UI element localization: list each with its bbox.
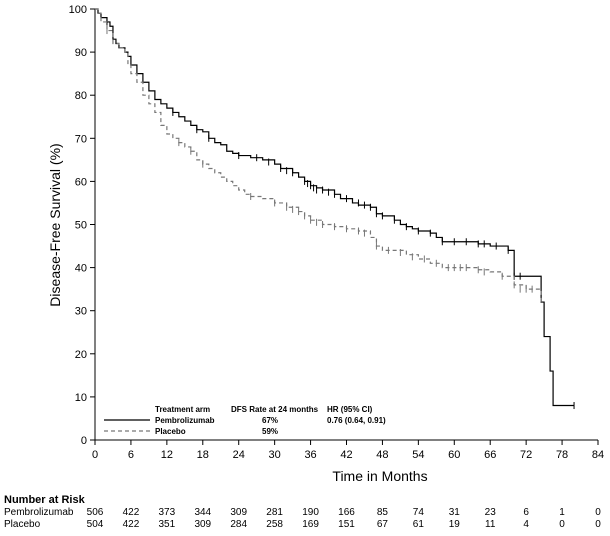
x-tick-label: 6 xyxy=(128,449,134,461)
legend-header-rate: DFS Rate at 24 months xyxy=(231,405,319,414)
y-tick-label: 90 xyxy=(75,47,87,59)
x-tick-label: 72 xyxy=(520,449,532,461)
series-line-placebo xyxy=(95,8,542,303)
axes xyxy=(94,9,598,441)
legend-header-hr: HR (95% CI) xyxy=(327,405,373,414)
series-layer xyxy=(95,8,575,410)
legend-rate-pembrolizumab: 67% xyxy=(262,416,278,425)
x-tick-label: 24 xyxy=(233,449,245,461)
x-tick-label: 18 xyxy=(197,449,209,461)
risk-value-placebo: 422 xyxy=(123,519,140,530)
x-tick-label: 30 xyxy=(269,449,281,461)
risk-row-label-placebo: Placebo xyxy=(4,519,41,530)
risk-value-placebo: 11 xyxy=(485,519,496,530)
legend: Treatment arm DFS Rate at 24 months HR (… xyxy=(104,405,386,436)
x-tick-label: 54 xyxy=(412,449,424,461)
x-axis-title: Time in Months xyxy=(332,468,427,484)
risk-value-placebo: 0 xyxy=(595,519,601,530)
risk-value-pembrolizumab: 344 xyxy=(194,507,211,518)
y-tick-label: 10 xyxy=(75,392,87,404)
legend-rate-placebo: 59% xyxy=(262,427,278,436)
x-tick-label: 60 xyxy=(448,449,460,461)
risk-value-placebo: 67 xyxy=(377,519,389,530)
risk-value-placebo: 284 xyxy=(230,519,247,530)
risk-value-placebo: 504 xyxy=(87,519,104,530)
risk-row-label-pembrolizumab: Pembrolizumab xyxy=(4,507,74,518)
risk-value-placebo: 61 xyxy=(413,519,425,530)
risk-value-pembrolizumab: 31 xyxy=(449,507,461,518)
risk-value-pembrolizumab: 166 xyxy=(338,507,355,518)
risk-value-placebo: 4 xyxy=(523,519,529,530)
risk-value-pembrolizumab: 1 xyxy=(559,507,565,518)
y-ticks: 0 10 20 30 40 50 60 70 80 90 100 xyxy=(69,4,95,447)
risk-value-placebo: 258 xyxy=(266,519,283,530)
y-tick-label: 40 xyxy=(75,263,87,275)
y-tick-label: 50 xyxy=(75,220,87,232)
risk-value-placebo: 351 xyxy=(159,519,176,530)
risk-value-placebo: 0 xyxy=(559,519,565,530)
risk-value-pembrolizumab: 309 xyxy=(230,507,247,518)
legend-arm-placebo: Placebo xyxy=(155,427,186,436)
risk-value-pembrolizumab: 373 xyxy=(159,507,176,518)
legend-header-arm: Treatment arm xyxy=(155,405,210,414)
risk-value-pembrolizumab: 0 xyxy=(595,507,601,518)
y-tick-label: 70 xyxy=(75,133,87,145)
legend-arm-pembrolizumab: Pembrolizumab xyxy=(155,416,215,425)
y-tick-label: 20 xyxy=(75,349,87,361)
risk-value-pembrolizumab: 85 xyxy=(377,507,389,518)
risk-value-pembrolizumab: 190 xyxy=(302,507,319,518)
risk-value-pembrolizumab: 506 xyxy=(87,507,104,518)
risk-table-title: Number at Risk xyxy=(4,494,86,506)
y-axis-title: Disease-Free Survival (%) xyxy=(47,143,63,306)
x-ticks: 0 6 12 18 24 30 36 42 48 54 60 66 72 78 84 xyxy=(92,440,604,461)
x-tick-label: 0 xyxy=(92,449,98,461)
risk-value-pembrolizumab: 74 xyxy=(413,507,425,518)
risk-table: Number at Risk Pembrolizumab Placebo 506… xyxy=(4,494,601,530)
risk-value-placebo: 19 xyxy=(449,519,461,530)
y-tick-label: 60 xyxy=(75,176,87,188)
risk-value-pembrolizumab: 23 xyxy=(485,507,497,518)
legend-hr-pembrolizumab: 0.76 (0.64, 0.91) xyxy=(327,416,386,425)
y-tick-label: 80 xyxy=(75,90,87,102)
risk-value-placebo: 151 xyxy=(338,519,355,530)
series-line-pembrolizumab xyxy=(95,8,575,407)
risk-value-placebo: 169 xyxy=(302,519,319,530)
x-tick-label: 78 xyxy=(556,449,568,461)
risk-value-pembrolizumab: 6 xyxy=(523,507,529,518)
y-tick-label: 0 xyxy=(81,435,87,447)
x-tick-label: 48 xyxy=(376,449,388,461)
x-tick-label: 84 xyxy=(592,449,604,461)
risk-value-placebo: 309 xyxy=(194,519,211,530)
x-tick-label: 42 xyxy=(340,449,352,461)
risk-value-pembrolizumab: 281 xyxy=(266,507,283,518)
y-tick-label: 30 xyxy=(75,306,87,318)
x-tick-label: 66 xyxy=(484,449,496,461)
x-tick-label: 12 xyxy=(161,449,173,461)
y-tick-label: 100 xyxy=(69,4,87,16)
risk-value-pembrolizumab: 422 xyxy=(123,507,140,518)
x-tick-label: 36 xyxy=(304,449,316,461)
